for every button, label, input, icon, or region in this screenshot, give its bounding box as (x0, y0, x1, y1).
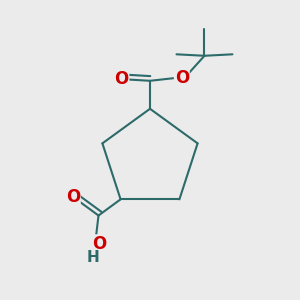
Text: O: O (92, 235, 106, 253)
Text: O: O (66, 188, 80, 206)
Text: O: O (175, 69, 189, 87)
Text: O: O (114, 70, 129, 88)
Text: H: H (87, 250, 100, 265)
